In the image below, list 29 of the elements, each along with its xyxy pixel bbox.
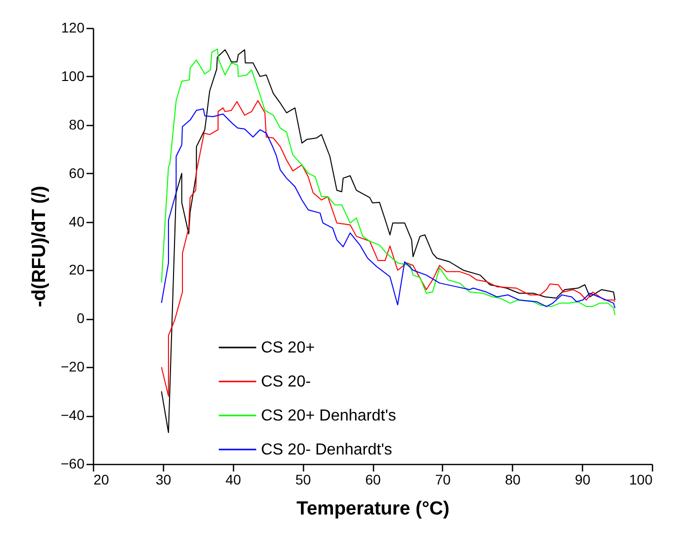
x-tick-label: 50 <box>295 472 312 488</box>
x-tick-label: 70 <box>435 472 451 488</box>
y-tick-label: 20 <box>68 262 85 278</box>
y-tick-label: 40 <box>68 213 85 230</box>
y-tick-label: −20 <box>60 358 85 375</box>
y-tick-label: 100 <box>61 68 85 84</box>
x-tick-label: 60 <box>365 472 381 488</box>
x-axis-title: Temperature (°C) <box>296 498 450 520</box>
line-series <box>160 48 616 316</box>
legend-label: CS 20- <box>261 374 311 390</box>
y-axis-title: -d(RFU)/dT (/) <box>28 186 50 308</box>
x-tick-label: 20 <box>94 472 110 488</box>
line-series <box>160 100 616 397</box>
legend-label: CS 20- Denhardt's <box>261 442 392 458</box>
x-tick-label: 80 <box>504 472 521 488</box>
y-tick-label: 120 <box>61 20 85 36</box>
y-tick-label: −60 <box>60 456 85 472</box>
line-series <box>160 49 616 434</box>
x-tick-label: 30 <box>156 472 172 488</box>
legend-label: CS 20+ <box>261 340 315 356</box>
y-tick-label: −40 <box>60 407 85 424</box>
y-tick-label: 60 <box>68 164 85 181</box>
line-series <box>160 108 616 309</box>
x-tick-label: 90 <box>574 472 591 488</box>
x-tick-label: 100 <box>629 472 653 488</box>
x-tick-label: 40 <box>225 472 242 488</box>
legend-label: CS 20+ Denhardt's <box>261 408 396 424</box>
y-tick-label: 80 <box>68 116 85 132</box>
y-tick-label: 0 <box>76 310 85 326</box>
